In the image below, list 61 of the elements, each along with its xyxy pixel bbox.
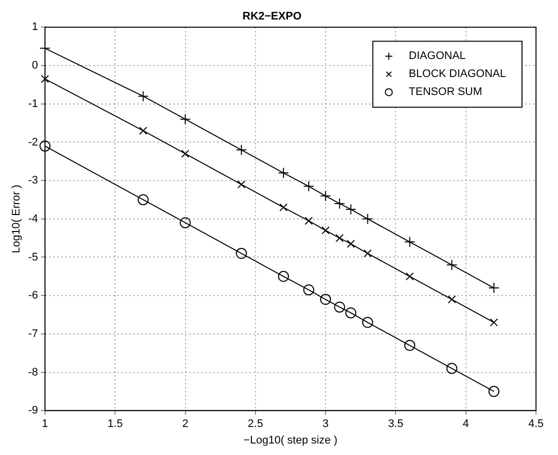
point	[362, 316, 374, 328]
x-tick-label: 1	[42, 418, 48, 430]
point	[236, 144, 247, 156]
point	[180, 114, 191, 125]
y-tick-label: -9	[28, 404, 38, 417]
point	[40, 74, 50, 83]
chart-title: RK2−EXPO	[242, 10, 302, 23]
point	[279, 203, 288, 212]
x-axis-title: −Log10( step size )	[244, 434, 338, 446]
y-tick-label: -3	[28, 174, 38, 187]
y-tick-label: 0	[32, 60, 38, 72]
point	[488, 282, 500, 294]
point	[362, 213, 374, 224]
point	[322, 226, 330, 234]
y-tick-label: -5	[28, 251, 38, 264]
point	[180, 217, 191, 228]
point	[320, 190, 332, 202]
point	[304, 216, 313, 225]
y-tick-label: -6	[28, 290, 38, 302]
y-tick-label: -2	[28, 136, 38, 148]
x-tick-label: 1.5	[107, 418, 123, 430]
x-tick-label: 3.5	[388, 418, 404, 430]
y-tick-label: -4	[28, 212, 38, 225]
x-tick-label: 3	[322, 418, 329, 430]
x-tick-label: 4.5	[528, 418, 544, 430]
point	[448, 295, 456, 304]
y-tick-label: -1	[28, 98, 38, 110]
point	[404, 236, 416, 248]
point	[138, 194, 149, 206]
point	[303, 180, 314, 192]
legend-label: TENSOR SUM	[408, 86, 482, 98]
x-tick-label: 4	[462, 418, 469, 430]
point	[236, 248, 247, 259]
y-axis-title: Log10( Error )	[10, 184, 23, 254]
point	[446, 259, 458, 270]
y-tick-label: -8	[28, 366, 38, 378]
point	[39, 140, 50, 152]
point	[278, 270, 289, 282]
point	[406, 272, 414, 280]
x-tick-label: 2	[182, 418, 188, 430]
point	[488, 386, 500, 397]
point	[237, 180, 246, 188]
point	[336, 234, 344, 242]
point	[303, 284, 314, 296]
legend-label: DIAGONAL	[408, 50, 466, 62]
point	[490, 318, 498, 326]
y-tick-label: -7	[28, 328, 38, 340]
point	[320, 294, 332, 305]
point	[346, 240, 355, 248]
point	[139, 126, 148, 135]
y-tick-label: 1	[32, 21, 38, 34]
point	[334, 198, 346, 210]
point	[334, 302, 346, 313]
point	[446, 362, 458, 374]
point	[404, 340, 416, 351]
point	[345, 307, 356, 318]
x-tick-label: 2.5	[248, 418, 264, 430]
point	[364, 249, 372, 258]
point	[345, 204, 356, 215]
point	[181, 150, 190, 158]
legend-label: BLOCK DIAGONAL	[408, 68, 506, 80]
